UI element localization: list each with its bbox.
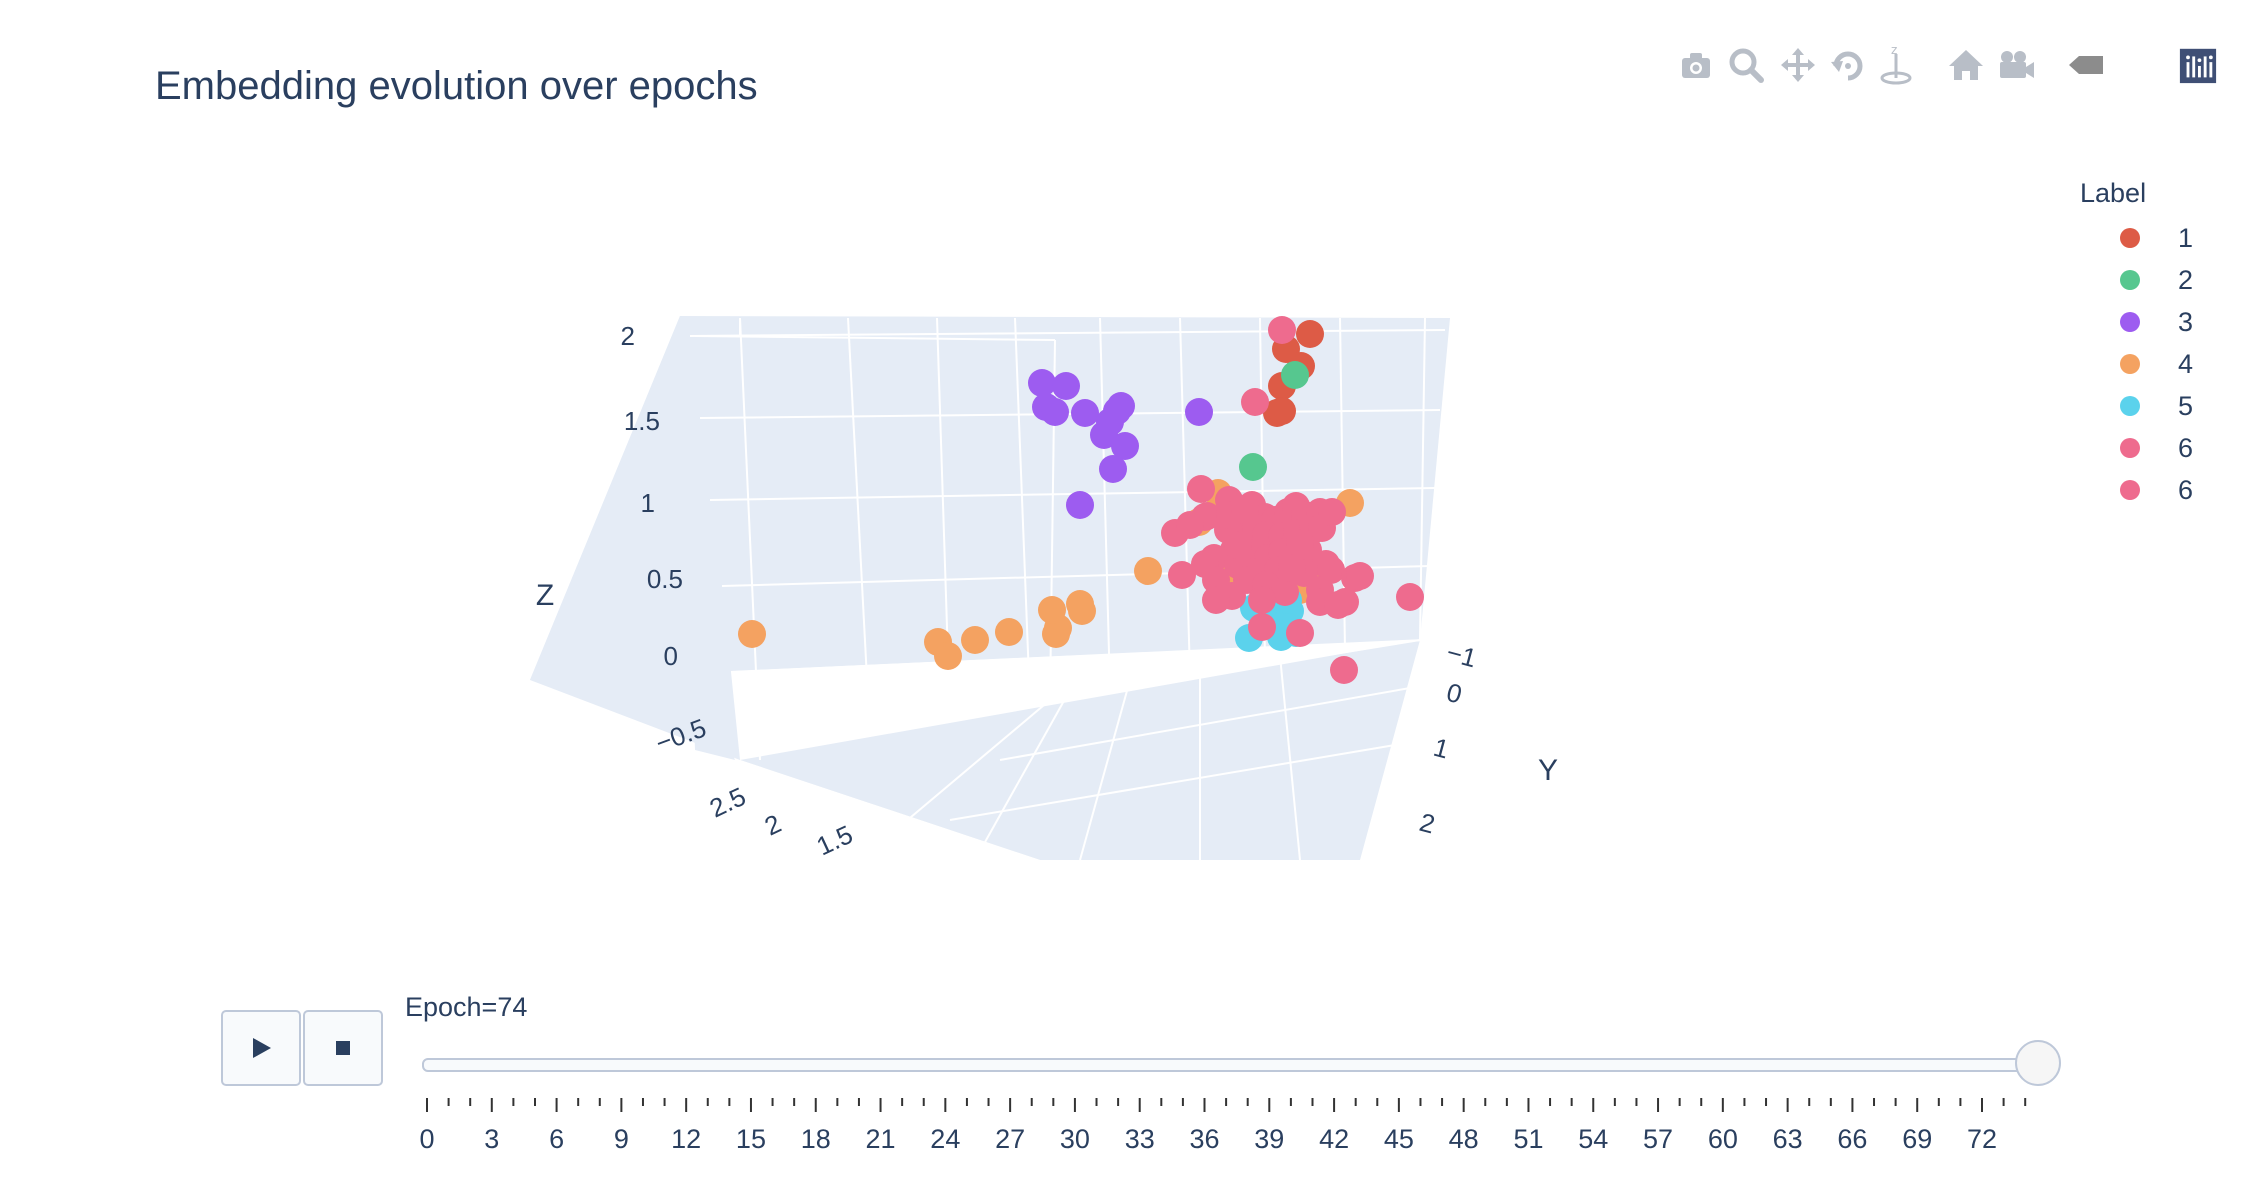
orbit-icon[interactable] [1827, 42, 1869, 88]
point-label-6 [1176, 511, 1204, 539]
legend-marker [2120, 312, 2140, 332]
z-tick-label: 1 [641, 488, 655, 518]
svg-text:z: z [1891, 43, 1897, 57]
point-label-6 [1248, 613, 1276, 641]
legend-label: 6 [2178, 433, 2194, 463]
point-label-2 [1239, 453, 1267, 481]
point-label-6 [1286, 529, 1314, 557]
point-label-6 [1271, 578, 1299, 606]
stop-button[interactable] [303, 1010, 383, 1086]
chart-title: Embedding evolution over epochs [155, 64, 758, 108]
legend-marker [2120, 396, 2140, 416]
point-label-3 [1066, 491, 1094, 519]
point-label-6 [1330, 656, 1358, 684]
point-label-6 [1248, 586, 1276, 614]
stop-icon [336, 1041, 350, 1055]
zoom-icon[interactable] [1725, 42, 1767, 88]
pan-icon[interactable] [1777, 42, 1819, 88]
point-label-6 [1187, 475, 1215, 503]
point-label-4 [934, 642, 962, 670]
camera-view-icon[interactable] [1995, 42, 2037, 88]
point-label-6 [1324, 591, 1352, 619]
legend-item-2[interactable]: 2 [2080, 259, 2240, 301]
legend-item-4[interactable]: 4 [2080, 343, 2240, 385]
point-label-3 [1099, 455, 1127, 483]
point-label-6 [1268, 316, 1296, 344]
point-label-6 [1396, 583, 1424, 611]
point-label-3 [1111, 432, 1139, 460]
legend-marker [2120, 480, 2140, 500]
legend-item-1[interactable]: 1 [2080, 217, 2240, 259]
point-label-6 [1318, 498, 1346, 526]
home-icon[interactable] [1945, 42, 1987, 88]
legend-item-3[interactable]: 3 [2080, 301, 2240, 343]
legend-marker [2120, 438, 2140, 458]
legend: Label 1 2 3 4 5 6 6 [2080, 178, 2240, 511]
point-label-6 [1231, 496, 1259, 524]
z-tick-label: 0 [664, 641, 678, 671]
point-label-4 [1068, 597, 1096, 625]
y-axis-title: Y [1538, 754, 1558, 787]
point-label-6 [1224, 531, 1252, 559]
point-label-4 [1038, 596, 1066, 624]
plotly-logo-icon[interactable] [2178, 42, 2218, 88]
y-tick-label: −1 [1443, 637, 1479, 674]
point-label-3 [1071, 399, 1099, 427]
point-label-3 [1052, 372, 1080, 400]
legend-marker [2120, 354, 2140, 374]
z-axis-title: Z [536, 579, 554, 612]
point-label-1 [1296, 320, 1324, 348]
play-icon [253, 1038, 271, 1058]
point-label-3 [1185, 398, 1213, 426]
legend-item-6[interactable]: 6 [2080, 469, 2240, 511]
point-label-6 [1241, 388, 1269, 416]
hover-icon[interactable] [2065, 42, 2107, 88]
legend-label: 3 [2178, 307, 2194, 337]
legend-label: 6 [2178, 475, 2194, 505]
legend-label: 2 [2178, 265, 2194, 295]
legend-marker [2120, 228, 2140, 248]
point-label-6 [1346, 562, 1374, 590]
point-label-6 [1278, 554, 1306, 582]
y-tick-label: 1 [1430, 732, 1452, 765]
point-label-4 [995, 618, 1023, 646]
point-label-6 [1168, 561, 1196, 589]
point-label-3 [1041, 398, 1069, 426]
modebar: z [1675, 42, 2235, 88]
play-button[interactable] [221, 1010, 301, 1086]
legend-title: Label [2080, 178, 2147, 208]
y-tick-label: 2 [1416, 807, 1438, 840]
point-label-6 [1202, 586, 1230, 614]
y-tick-label: 0 [1443, 677, 1465, 710]
legend-label: 5 [2178, 391, 2194, 421]
legend-label: 4 [2178, 349, 2194, 379]
legend-item-6[interactable]: 6 [2080, 427, 2240, 469]
point-label-4 [1134, 557, 1162, 585]
point-label-3 [1090, 421, 1118, 449]
point-label-4 [738, 620, 766, 648]
point-label-3 [1028, 369, 1056, 397]
legend-item-5[interactable]: 5 [2080, 385, 2240, 427]
legend-marker [2120, 270, 2140, 290]
point-label-2 [1281, 361, 1309, 389]
z-tick-label: 1.5 [624, 406, 660, 436]
turntable-icon[interactable]: z [1875, 42, 1917, 88]
point-label-1 [1268, 397, 1296, 425]
point-label-4 [961, 626, 989, 654]
camera-icon[interactable] [1675, 42, 1717, 88]
z-tick-label: 0.5 [647, 564, 683, 594]
z-tick-label: 2 [621, 321, 635, 351]
scatter-points [738, 316, 1424, 684]
point-label-6 [1286, 619, 1314, 647]
slider-handle[interactable] [2015, 1040, 2061, 1086]
legend-label: 1 [2178, 223, 2194, 253]
